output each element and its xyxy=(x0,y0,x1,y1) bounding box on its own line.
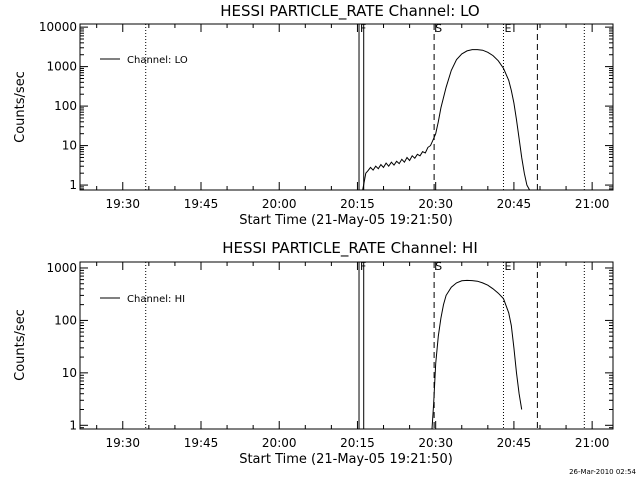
reference-lines-hi xyxy=(145,262,585,429)
event-label-s-lo: S xyxy=(435,22,442,35)
series-lo xyxy=(362,49,531,191)
y-tick-label-hi: 1 xyxy=(69,418,77,432)
x-tick-label-hi: 20:30 xyxy=(418,436,453,450)
reference-lines-lo xyxy=(145,24,585,190)
legend-lo: Channel: LO xyxy=(100,55,188,66)
y-tick-label-lo: 1000 xyxy=(46,60,77,74)
y-axis-label-hi: Counts/sec xyxy=(13,309,28,381)
series-hi xyxy=(431,279,523,430)
x-tick-label-hi: 20:45 xyxy=(497,436,532,450)
y-tick-label-lo: 10 xyxy=(62,139,77,153)
y-tick-label-lo: 1 xyxy=(69,178,77,192)
legend-hi: Channel: HI xyxy=(100,294,185,305)
axis-ticks-lo: 19:30 19:45 20:00 20:15 20:30 20:45 21:00 1 10 10… xyxy=(39,20,613,211)
axis-ticks-hi: 19:30 19:45 20:00 20:15 20:30 20:45 21:00 1 10 10… xyxy=(46,261,613,450)
series-line-hi-0 xyxy=(431,279,523,430)
x-axis-label-lo: Start Time (21-May-05 19:21:50) xyxy=(239,213,453,228)
y-tick-label-hi: 10 xyxy=(62,366,77,380)
chart-panel-lo: HESSI PARTICLE_RATE Channel: LO 19:30 19:… xyxy=(13,2,614,228)
x-tick-label-hi: 21:00 xyxy=(575,436,610,450)
event-label-f-lo: F xyxy=(360,22,366,35)
timestamp-label: 26-Mar-2010 02:54 xyxy=(569,468,636,476)
x-tick-label-hi: 20:00 xyxy=(262,436,297,450)
event-label-s-hi: S xyxy=(435,260,442,273)
x-tick-label-lo: 19:45 xyxy=(184,197,219,211)
x-tick-label-hi: 19:45 xyxy=(184,436,219,450)
series-line-lo-0 xyxy=(362,49,531,191)
y-tick-label-hi: 1000 xyxy=(46,261,77,275)
legend-label-lo: Channel: LO xyxy=(127,55,188,66)
y-axis-label-lo: Counts/sec xyxy=(13,71,28,143)
event-label-e-hi: E xyxy=(504,260,511,273)
x-tick-label-lo: 20:00 xyxy=(262,197,297,211)
x-tick-label-hi: 19:30 xyxy=(105,436,140,450)
x-axis-label-hi: Start Time (21-May-05 19:21:50) xyxy=(239,452,453,467)
x-tick-label-lo: 19:30 xyxy=(105,197,140,211)
y-tick-label-lo: 100 xyxy=(54,99,77,113)
x-tick-label-lo: 21:00 xyxy=(575,197,610,211)
y-tick-label-hi: 100 xyxy=(54,313,77,327)
x-tick-label-lo: 20:30 xyxy=(418,197,453,211)
x-tick-label-lo: 20:15 xyxy=(340,197,375,211)
y-tick-label-lo: 10000 xyxy=(39,20,77,34)
legend-label-hi: Channel: HI xyxy=(127,294,185,305)
chart-title-lo: HESSI PARTICLE_RATE Channel: LO xyxy=(220,2,479,21)
chart-panel-hi: HESSI PARTICLE_RATE Channel: HI 19:30 19:… xyxy=(13,239,614,467)
x-tick-label-hi: 20:15 xyxy=(340,436,375,450)
event-label-e-lo: E xyxy=(504,22,511,35)
plot-frame-hi xyxy=(79,261,614,430)
chart-title-hi: HESSI PARTICLE_RATE Channel: HI xyxy=(222,239,478,258)
plot-frame-lo xyxy=(79,23,614,191)
event-label-f-hi: F xyxy=(360,260,366,273)
x-tick-label-lo: 20:45 xyxy=(497,197,532,211)
